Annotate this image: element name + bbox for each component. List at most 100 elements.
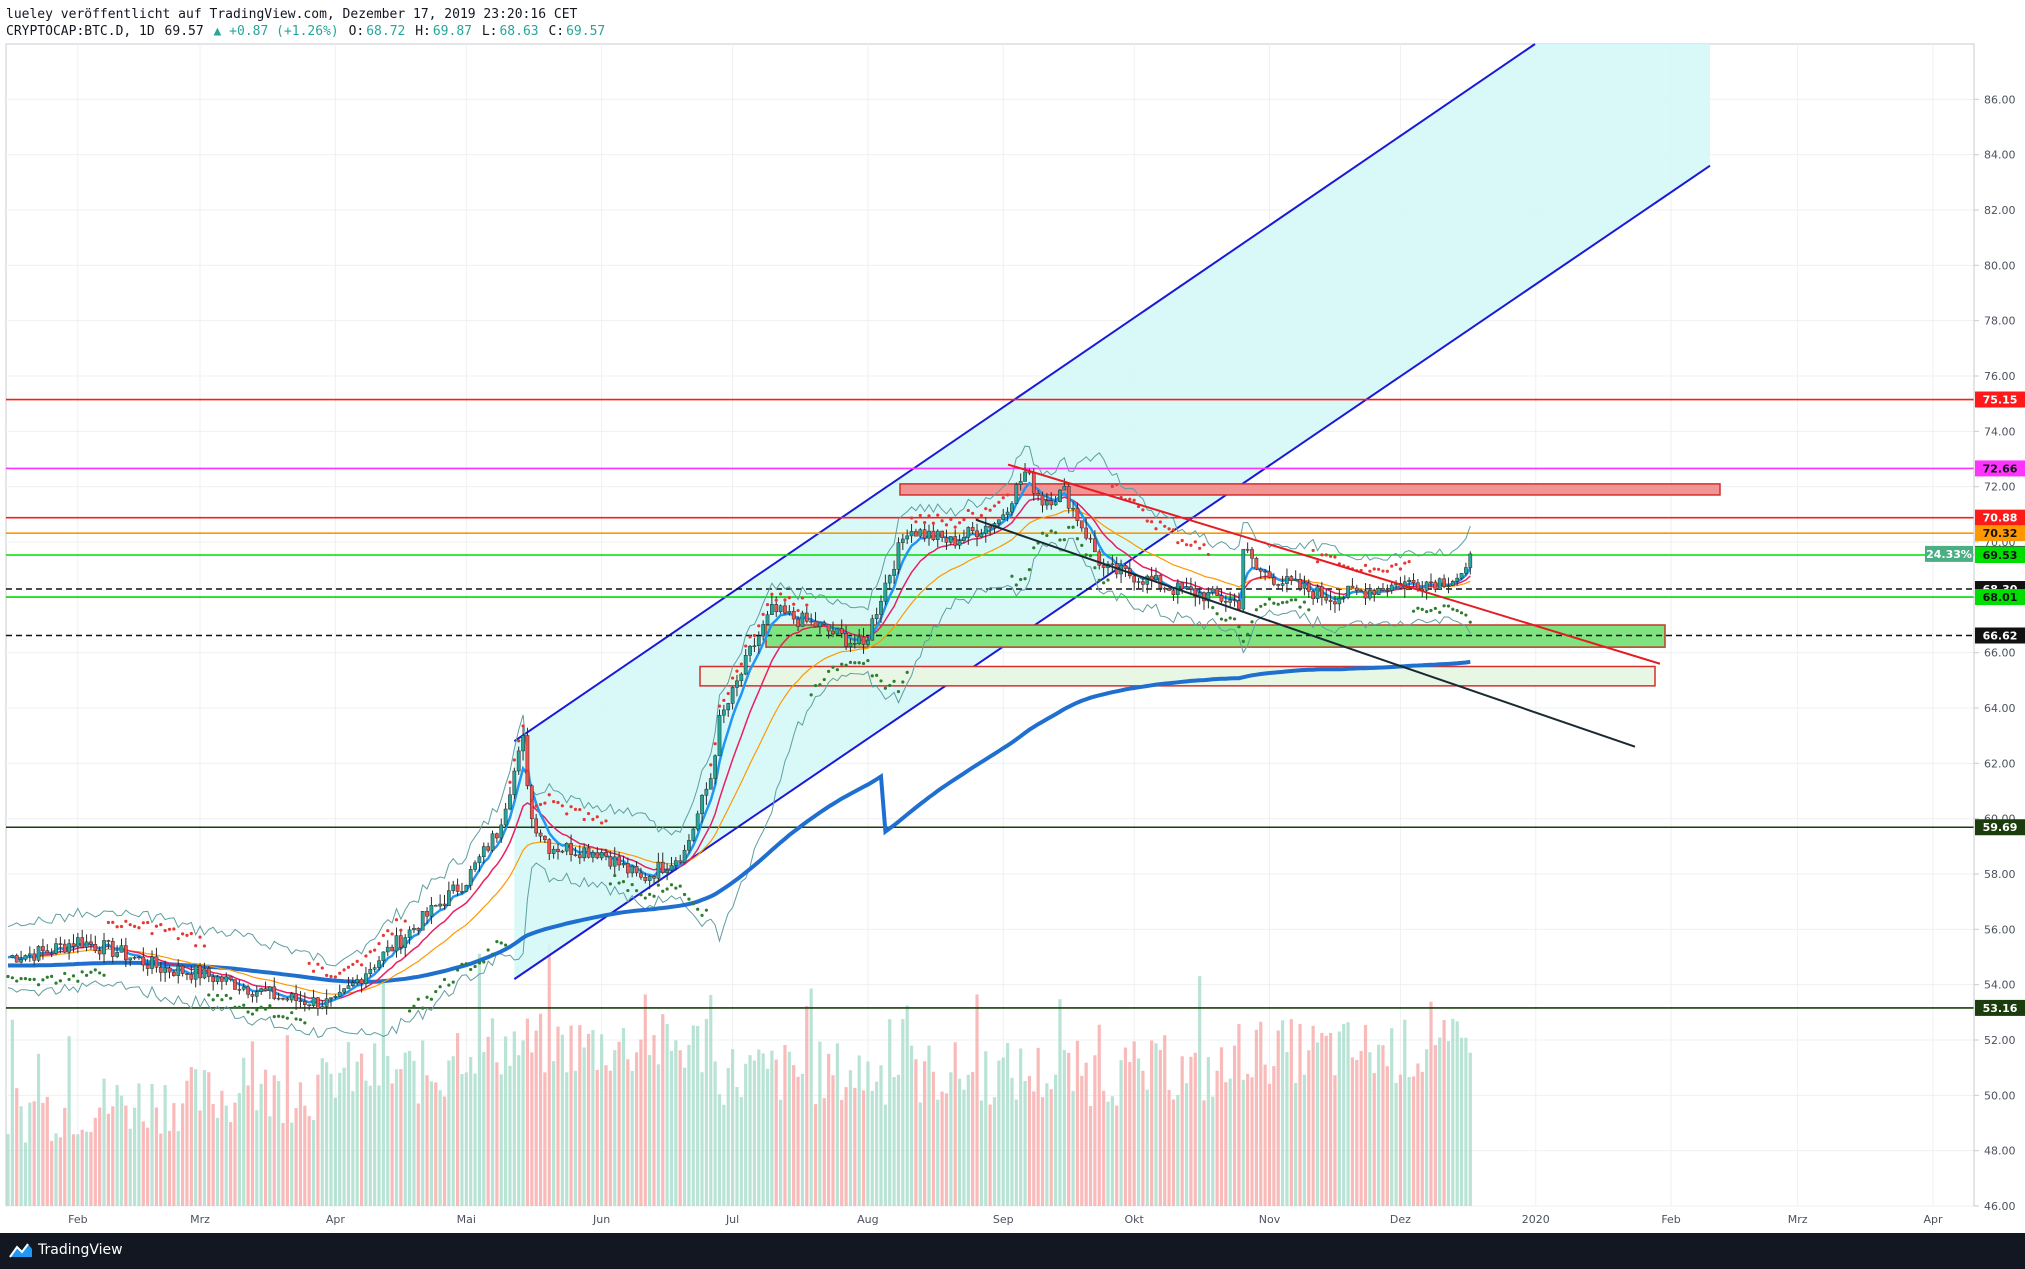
candle-body [935,530,940,540]
volume-bar [809,988,813,1206]
volume-bar [1005,1043,1010,1206]
volume-bar [984,1051,988,1206]
resistance-zone[interactable] [899,483,1721,496]
volume-bar [1058,999,1062,1206]
volume-bar [1407,1077,1411,1206]
sar-dot [800,596,805,600]
candle-body [948,536,953,543]
sar-dot [813,683,818,688]
candle-body [861,636,866,645]
volume-bar [28,1102,32,1206]
volume-bar [818,1041,822,1206]
sar-dot [1455,608,1459,613]
candle-body [102,940,106,955]
candle-body [547,839,552,854]
candle-body [1455,577,1460,582]
y-tick-label: 76.00 [1984,370,2016,383]
candle-body [778,605,783,613]
candle-body [975,530,979,538]
volume-bar [451,1056,455,1206]
sar-dot [89,970,93,974]
sar-dot [32,977,36,981]
volume-bar [722,1104,726,1206]
descending-resistance-line[interactable] [1007,463,1661,665]
price-tag [1975,509,2025,526]
candle-body [604,851,608,857]
volume-bar [412,1060,416,1206]
sar-dot [1088,554,1093,558]
sar-dot [992,504,997,508]
volume-bar [115,1084,119,1206]
descending-support-line[interactable] [975,518,1636,748]
price-chart[interactable]: 86.00 84.00 82.00 80.00 78.00 76.00 74.00 72.00… [0,0,2025,1233]
price-tag-label: 70.88 [1983,512,2018,525]
candle-body [324,998,329,1007]
candle-body [268,986,272,991]
volume-bar [1250,1077,1254,1206]
volume-bar [1355,1059,1359,1206]
sar-dot [1276,602,1280,606]
candle-body [900,538,905,543]
volume-bar [1110,1096,1114,1206]
volume-bar [442,1096,447,1206]
candle-body [765,614,770,625]
volume-bar [1346,1022,1350,1206]
volume-bar [1429,1001,1433,1206]
sar-dot [591,817,595,821]
volume-bar [159,1133,163,1206]
candle-body [839,628,844,634]
volume-bar [1132,1041,1136,1206]
y-tick-label: 78.00 [1984,315,2016,328]
candle-body [189,973,194,980]
candle-body [1263,570,1267,573]
time-axis[interactable]: Feb Mrz Apr Mai Jun Jul Aug Sep Okt Nov Dez 2020 Feb… [68,1213,1943,1226]
candle-body [259,988,264,992]
sar-dot [1097,578,1101,582]
candle-body [425,911,429,917]
volume-bar [464,1072,468,1206]
candle-body [1053,501,1058,506]
sar-dot [984,507,988,511]
price-tag-label: 75.15 [1983,394,2018,407]
volume-bar [1272,1066,1276,1206]
candle-body [691,828,696,841]
volume-bar [23,1142,28,1206]
sar-dot [818,683,822,687]
volume-bar [281,1123,285,1206]
sar-dot [1241,639,1245,643]
y-tick-label: 56.00 [1984,923,2016,936]
tradingview-logo[interactable]: TradingView [8,1241,123,1259]
sar-dot [787,596,791,600]
candle-body [1079,520,1084,529]
sar-dot [1167,527,1171,531]
y-tick-label: 48.00 [1984,1145,2016,1158]
candle-body [695,813,700,830]
volume-bar [80,1129,84,1206]
sar-dot [1381,569,1385,573]
sar-dot [648,892,652,896]
sar-dot [477,961,482,965]
volume-bar [1014,1099,1018,1206]
sar-dot [840,662,844,666]
volume-bar [779,1099,783,1206]
sar-dot [338,971,342,975]
volume-bar [311,1119,316,1206]
channel-upper-line[interactable] [513,43,1536,743]
volume-bar [1102,1090,1106,1206]
volume-bar [757,1049,761,1206]
candle-body [1389,584,1394,591]
volume-bar [1010,1077,1014,1206]
sar-dot [1333,555,1337,559]
candle-body [215,976,220,982]
volume-bar [377,1085,381,1206]
open-value: 68.72 [366,24,406,39]
candle-body [940,530,944,538]
sar-dot [351,962,355,967]
y-tick-label: 86.00 [1984,93,2016,106]
sar-dot [1132,498,1136,502]
candle-body [1320,586,1324,598]
candle-body [490,833,495,851]
volume-bar [233,1102,237,1206]
x-tick-label: Mrz [1788,1213,1808,1226]
candle-body [316,997,320,1009]
